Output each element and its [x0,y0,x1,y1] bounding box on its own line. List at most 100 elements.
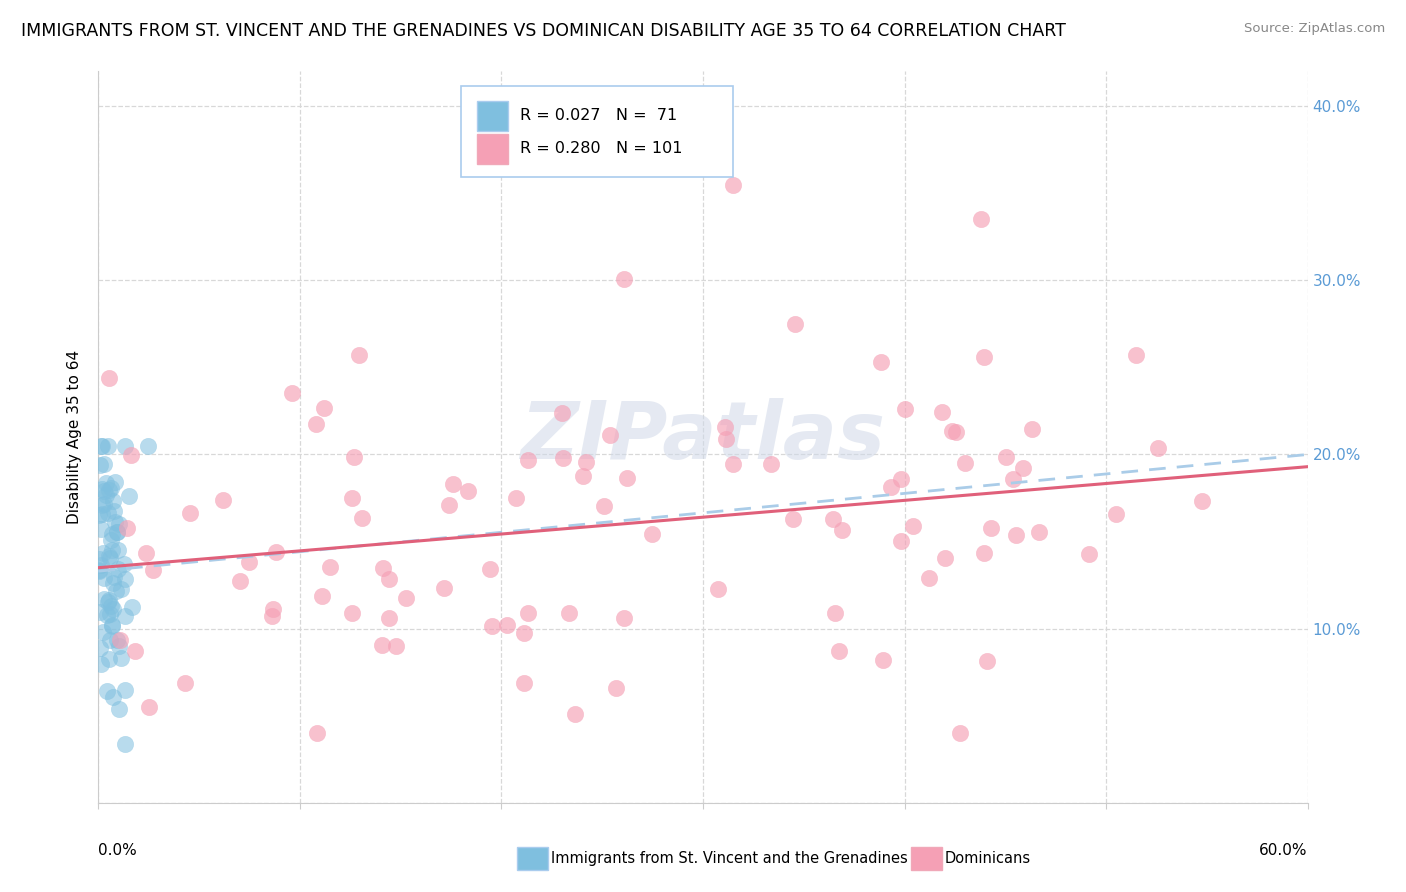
Point [505,491,527,505]
Point [1077,547,1099,561]
Point [105,524,128,539]
Point [93,457,115,471]
Point [941,424,963,438]
Point [342,607,364,621]
Point [108,702,131,716]
Point [89,657,111,671]
Point [103,504,125,518]
Point [91,507,114,521]
Point [1105,508,1128,522]
Point [824,606,846,620]
Point [94,476,117,491]
Point [831,523,853,537]
Point [98,551,121,566]
Point [142,563,165,577]
Point [103,570,125,584]
Point [305,417,328,431]
Point [93,592,115,607]
Point [443,477,465,491]
Point [973,351,995,365]
Point [101,619,124,633]
Point [179,506,201,520]
Point [721,457,744,471]
Point [783,317,806,331]
Point [136,439,159,453]
Point [879,480,901,494]
Point [91,625,114,640]
FancyBboxPatch shape [477,134,509,164]
Point [89,552,111,566]
Point [264,545,287,559]
Point [593,499,616,513]
Point [349,348,371,362]
Point [90,439,112,453]
Point [107,562,129,576]
Point [115,521,138,535]
Point [551,406,574,420]
Point [976,654,998,668]
Point [97,593,120,607]
Point [378,572,401,586]
Point [1028,524,1050,539]
Point [1001,472,1024,486]
Point [371,561,394,575]
Point [616,471,638,485]
Point [311,589,333,603]
Point [96,683,118,698]
Point [312,401,335,416]
FancyBboxPatch shape [461,86,734,178]
Point [101,494,124,508]
Point [238,555,260,569]
Point [714,419,737,434]
Point [1191,494,1213,508]
Point [90,499,112,513]
Point [173,675,195,690]
Point [823,511,845,525]
Point [439,498,461,512]
Point [90,522,112,536]
Point [211,492,233,507]
Point [97,595,120,609]
Text: 60.0%: 60.0% [1260,843,1308,858]
Point [903,518,925,533]
Point [918,571,941,585]
Point [890,472,912,486]
Point [93,497,115,511]
Text: R = 0.280   N = 101: R = 0.280 N = 101 [520,141,683,156]
Point [138,699,160,714]
Point [101,602,124,616]
Point [89,508,111,523]
Point [89,605,111,619]
Point [385,639,408,653]
Point [101,543,124,558]
Point [516,452,538,467]
Y-axis label: Disability Age 35 to 64: Disability Age 35 to 64 [67,350,83,524]
Point [973,546,995,560]
Point [97,439,120,453]
Point [340,491,363,505]
Point [96,608,118,623]
Point [114,737,136,751]
Point [229,574,252,588]
FancyBboxPatch shape [477,101,509,131]
Point [93,571,115,585]
Text: 0.0%: 0.0% [98,843,138,858]
Text: ZIPatlas: ZIPatlas [520,398,886,476]
Point [104,515,127,529]
Point [108,517,131,532]
Point [478,561,501,575]
Point [782,512,804,526]
Point [104,475,127,489]
Point [980,521,1002,535]
Text: IMMIGRANTS FROM ST. VINCENT AND THE GRENADINES VS DOMINICAN DISABILITY AGE 35 TO: IMMIGRANTS FROM ST. VINCENT AND THE GREN… [21,22,1066,40]
Point [343,450,366,464]
Point [90,482,112,496]
Point [89,563,111,577]
Point [121,600,143,615]
Point [890,533,912,548]
Point [433,582,456,596]
Point [613,272,636,286]
Point [516,606,538,620]
Point [1125,348,1147,362]
Point [318,560,340,574]
